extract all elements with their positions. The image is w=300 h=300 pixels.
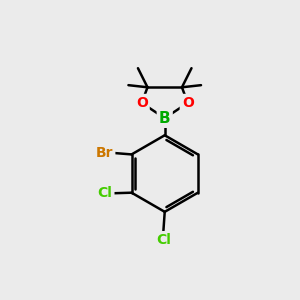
Text: Br: Br bbox=[96, 146, 113, 160]
Text: Cl: Cl bbox=[156, 233, 171, 247]
Text: B: B bbox=[159, 111, 170, 126]
Text: Cl: Cl bbox=[98, 186, 112, 200]
Text: O: O bbox=[136, 96, 148, 110]
Text: O: O bbox=[182, 96, 194, 110]
